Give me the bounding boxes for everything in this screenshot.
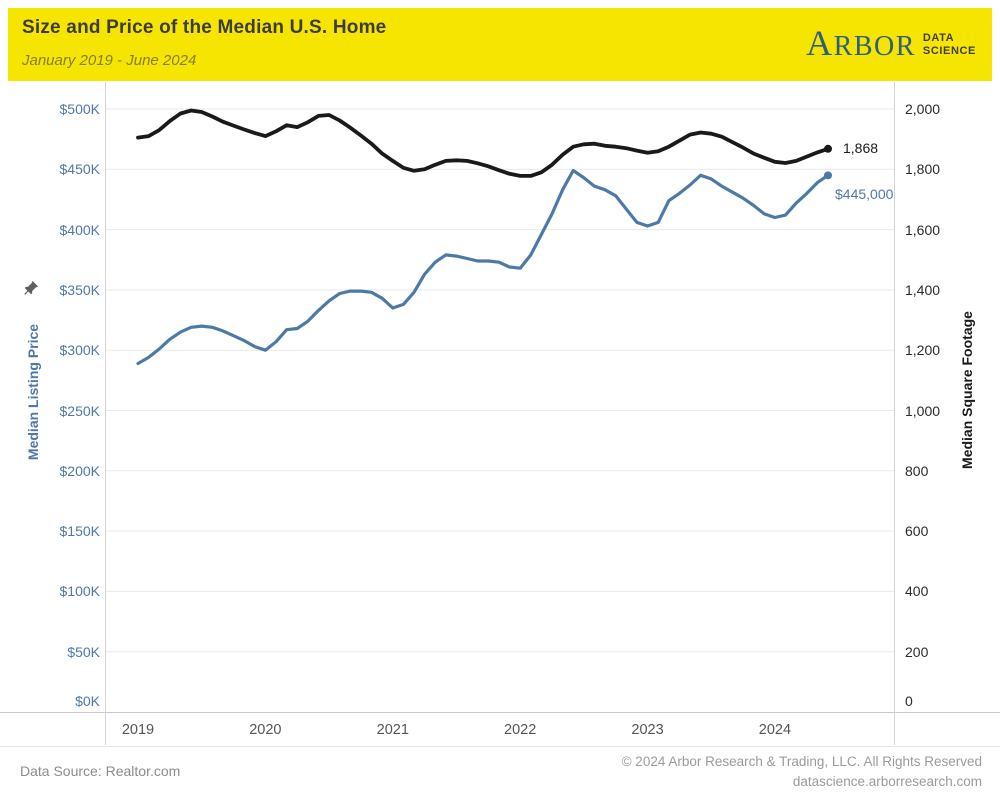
year-label: 2022 <box>504 722 537 738</box>
right-tick-label: 800 <box>905 462 929 479</box>
left-tick-label: $50K <box>67 643 100 660</box>
axis-pin-icon[interactable] <box>21 280 39 298</box>
price-end-dot <box>824 171 832 180</box>
year-label: 2021 <box>376 722 409 738</box>
left-tick-label: $0K <box>75 693 100 709</box>
footer-divider <box>0 746 1000 747</box>
header-band: Size and Price of the Median U.S. Home J… <box>8 8 992 81</box>
logo-brand-text: ARBOR <box>806 22 916 63</box>
sqft-line <box>136 108 830 178</box>
logo-sub-line1: DATA <box>922 32 955 44</box>
chart-subtitle: January 2019 - June 2024 <box>22 52 197 69</box>
right-tick-label: 1,400 <box>905 281 941 298</box>
right-tick-label: 200 <box>905 643 929 660</box>
left-axis-title: Median Listing Price <box>25 323 41 461</box>
left-tick-label: $100K <box>59 583 100 600</box>
left-tick-label: $250K <box>59 402 100 419</box>
right-tick-label: 0 <box>905 693 913 709</box>
left-tick-label: $450K <box>59 161 100 178</box>
footer-right-block: © 2024 Arbor Research & Trading, LLC. Al… <box>622 752 982 792</box>
right-tick-label: 600 <box>905 523 929 540</box>
sqft-end-value-label: 1,868 <box>843 139 879 156</box>
website-text: datascience.arborresearch.com <box>792 774 982 789</box>
right-tick-label: 1,600 <box>905 221 941 238</box>
year-label: 2023 <box>631 722 664 738</box>
right-tick-label: 2,000 <box>905 101 941 117</box>
right-tick-label: 1,200 <box>905 342 941 359</box>
left-tick-label: $500K <box>59 101 100 117</box>
left-tick-label: $200K <box>59 462 100 479</box>
left-tick-label: $350K <box>59 281 100 298</box>
price-end-value-label: $445,000 <box>835 186 894 203</box>
year-label: 2020 <box>249 722 282 738</box>
right-tick-label: 1,800 <box>905 161 941 178</box>
price-line <box>136 168 830 366</box>
year-label: 2024 <box>758 722 792 738</box>
copyright-text: © 2024 Arbor Research & Trading, LLC. Al… <box>621 754 982 769</box>
left-tick-label: $150K <box>59 523 100 540</box>
year-label: 2019 <box>121 722 155 738</box>
arbor-logo: ARBOR DATA SCIENCE <box>806 26 976 64</box>
logo-sub-text: DATA SCIENCE <box>923 32 976 57</box>
left-tick-label: $300K <box>59 342 100 359</box>
right-tick-label: 1,000 <box>905 402 941 419</box>
left-tick-label: $400K <box>59 221 100 238</box>
right-tick-label: 400 <box>905 583 929 600</box>
logo-sub-line2: SCIENCE <box>922 44 976 57</box>
sqft-end-dot <box>824 144 832 153</box>
right-axis-title: Median Square Footage <box>959 311 975 469</box>
data-source-note: Data Source: Realtor.com <box>20 763 181 779</box>
chart-title: Size and Price of the Median U.S. Home <box>22 17 387 38</box>
